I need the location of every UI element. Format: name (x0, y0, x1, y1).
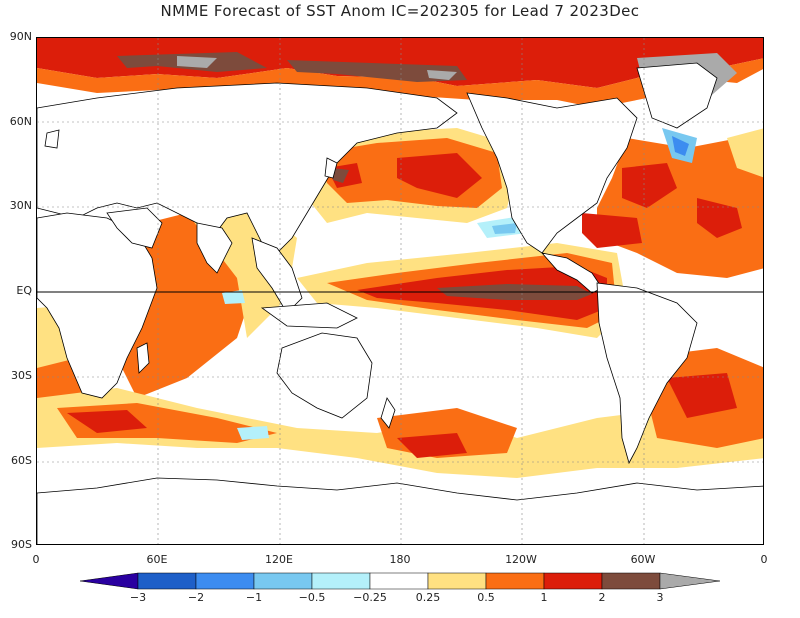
southern-cold-patch (237, 426, 269, 440)
colorbar-label-pos3: 3 (656, 591, 664, 604)
colorbar-swatch-3 (253, 572, 313, 590)
colorbar-arrow-high (659, 572, 721, 590)
lat-label-eq: EQ (16, 284, 32, 297)
lon-label-120e: 120E (265, 553, 293, 566)
indonesia-land (260, 302, 358, 329)
colorbar-label-neg05: −0.5 (298, 591, 326, 604)
colorbar-swatch-9 (601, 572, 661, 590)
colorbar-swatch-4 (311, 572, 371, 590)
india-land (196, 222, 233, 274)
colorbar-label-pos2: 2 (598, 591, 606, 604)
colorbar-label-neg025: −0.25 (353, 591, 387, 604)
colorbar-swatch-7 (485, 572, 545, 590)
uk-land (44, 129, 60, 149)
map-title: NMME Forecast of SST Anom IC=202305 for … (160, 2, 640, 20)
sst-anomaly-map (36, 37, 764, 545)
antarctica-land (37, 477, 763, 544)
arctic-orange-fringe (37, 58, 763, 108)
map-canvas (37, 38, 763, 544)
arctic-warm-band (37, 38, 763, 88)
labrador-cold-core (672, 136, 689, 156)
greenland-land (636, 62, 718, 129)
lat-label-60n: 60N (9, 115, 32, 128)
arctic-brown-patch-2 (287, 60, 467, 82)
new-zealand-land (380, 397, 396, 429)
lon-label-180: 180 (389, 553, 411, 566)
japan-brown (332, 168, 349, 183)
southern-ocean-red-2 (397, 433, 467, 458)
lat-label-90s: 90S (11, 538, 32, 551)
lon-label-0-end: 0 (760, 553, 768, 566)
colorbar-label-neg2: −2 (187, 591, 205, 604)
southern-ocean-red (67, 410, 147, 433)
colorbar-label-pos1: 1 (540, 591, 548, 604)
indian-ocean-cold (222, 290, 245, 304)
colorbar (80, 572, 721, 590)
lat-label-90n: 90N (9, 30, 32, 43)
japan-land (324, 157, 338, 179)
north-america-land (466, 92, 638, 254)
australia-land (276, 332, 373, 419)
lon-label-60w: 60W (630, 553, 656, 566)
lat-label-30s: 30S (11, 369, 32, 382)
colorbar-swatch-1 (137, 572, 197, 590)
arctic-gray-patch-2 (427, 70, 457, 80)
lon-label-60e: 60E (146, 553, 168, 566)
east-atlantic-yellow (727, 128, 763, 178)
north-pacific-red-1 (397, 153, 482, 198)
arabia-land (106, 207, 163, 249)
graticule (37, 38, 763, 544)
subtropical-pacific-cold-2 (492, 223, 517, 234)
colorbar-arrow-low (80, 572, 139, 590)
colorbar-swatch-6 (427, 572, 487, 590)
north-atlantic-red-1 (622, 163, 677, 208)
colorbar-swatch-2 (195, 572, 255, 590)
arctic-gray-patch (177, 56, 217, 68)
colorbar-label-neg1: −1 (245, 591, 263, 604)
colorbar-label-pos025: 0.25 (415, 591, 441, 604)
south-america-land (596, 282, 698, 465)
colorbar-label-pos05: 0.5 (477, 591, 495, 604)
colorbar-label-neg3: −3 (129, 591, 147, 604)
north-atlantic-red-3 (582, 213, 642, 248)
lon-label-0: 0 (32, 553, 40, 566)
north-atlantic-red-2 (697, 198, 742, 238)
lat-label-30n: 30N (9, 199, 32, 212)
colorbar-swatch-8 (543, 572, 603, 590)
madagascar-land (136, 342, 150, 374)
colorbar-swatch-5 (369, 572, 429, 590)
lat-label-60s: 60S (11, 454, 32, 467)
lon-label-120w: 120W (505, 553, 537, 566)
south-pacific-red (667, 373, 737, 418)
